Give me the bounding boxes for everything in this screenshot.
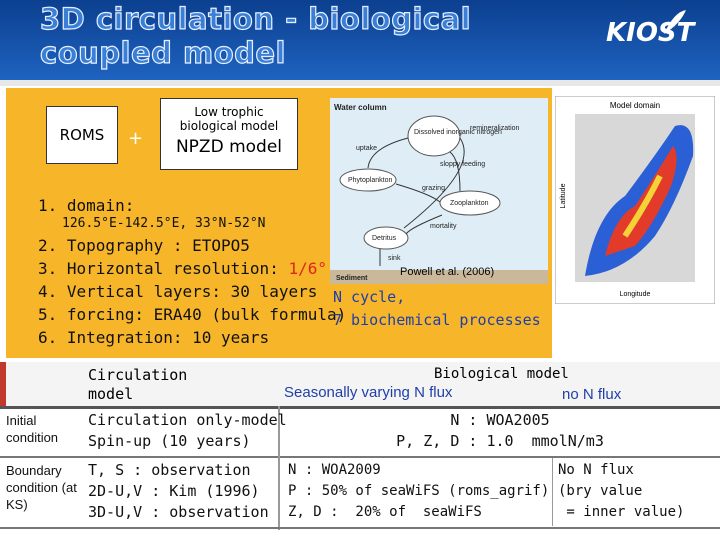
node	[339, 168, 397, 192]
diagram-label: Dissolved inorganic nitrogen	[414, 129, 502, 136]
sea-mid	[622, 174, 663, 238]
cell: Circulation only-model Spin-up (10 years)	[88, 410, 287, 452]
cell-line: Spin-up (10 years)	[88, 432, 251, 450]
ncycle: N cycle,	[333, 288, 406, 306]
node	[407, 115, 461, 157]
list-item: 1. domain:	[38, 196, 135, 215]
row-line	[0, 456, 720, 458]
list-item: 2. Topography : ETOPO5	[38, 236, 250, 255]
header-cell: no N flux	[562, 386, 622, 403]
map: Model domain Longitude Latitude	[555, 96, 715, 304]
map-xlabel: Longitude	[620, 291, 651, 298]
cell-line: (bry value	[558, 483, 643, 499]
cell: N : WOA2009 P : 50% of seaWiFS (roms_agri…	[288, 460, 549, 523]
header-band	[0, 0, 720, 80]
col-line	[278, 406, 280, 530]
diagram-label: Phytoplankton	[348, 177, 392, 184]
npzd-diagram: Water column Dissolved inorganic nitroge…	[330, 98, 548, 284]
diagram-label: Detritus	[372, 235, 397, 242]
cell-line: 3D-U,V : observation	[88, 503, 269, 521]
cell-line: N : WOA2009	[288, 462, 381, 478]
diagram-label: uptake	[356, 145, 377, 152]
bio-large: NPZD model	[175, 137, 283, 157]
map-title: Model domain	[610, 101, 660, 110]
bio-box: Low trophic biological model NPZD model	[160, 98, 298, 170]
sea-deep	[605, 146, 677, 256]
divider	[0, 80, 720, 86]
list-text: 3. Horizontal resolution:	[38, 259, 289, 278]
diagram-label: grazing	[422, 185, 445, 192]
list-item: 126.5°E-142.5°E, 33°N-52°N	[62, 216, 266, 231]
cell-line: P : 50% of seaWiFS (roms_agrif)	[288, 483, 550, 499]
ncycle: 7 biochemical processes	[333, 311, 541, 329]
row-label: Boundary condition (at KS)	[6, 463, 77, 512]
header-cell: Biological model	[434, 366, 569, 382]
sediment-band	[330, 270, 548, 284]
cell-line: Circulation only-model	[88, 411, 287, 429]
diagram-label: sloppy feeding	[440, 161, 485, 168]
diagram-label: mortality	[430, 223, 457, 230]
list-highlight: 1/6°	[288, 259, 327, 278]
list-item: 3. Horizontal resolution: 1/6°	[38, 259, 327, 278]
row-label: Initial condition	[6, 413, 59, 445]
col-line	[552, 458, 553, 526]
diagram-label: Zooplankton	[450, 200, 489, 207]
cell: No N flux (bry value = inner value)	[558, 460, 684, 523]
table-header	[0, 362, 720, 409]
node	[439, 190, 501, 216]
cell: T, S : observation 2D-U,V : Kim (1996) 3D-…	[88, 460, 269, 523]
node	[363, 226, 409, 250]
arrow	[367, 137, 465, 266]
roms-box: ROMS	[46, 106, 118, 164]
diagram-label: remineralization	[470, 125, 520, 132]
title: 3D circulation - biological	[39, 1, 472, 36]
list-item: 4. Vertical layers: 30 layers	[38, 282, 318, 301]
citation: Powell et al. (2006)	[400, 266, 495, 278]
cell-line: No N flux	[558, 462, 634, 478]
plus: +	[128, 128, 144, 149]
cell-line: 2D-U,V : Kim (1996)	[88, 482, 260, 500]
list-item: 6. Integration: 10 years	[38, 328, 270, 347]
bio-small: Low trophic biological model	[179, 105, 279, 133]
accent	[0, 362, 6, 406]
cell: N : WOA2005 P, Z, D : 1.0 mmolN/m3	[280, 410, 720, 452]
title: coupled model	[39, 35, 286, 70]
list-item: 5. forcing: ERA40 (bulk formula)	[38, 305, 347, 324]
cell-line: P, Z, D : 1.0 mmolN/m3	[396, 432, 604, 450]
diagram-label: Sediment	[336, 275, 368, 282]
diagram-label: sink	[388, 255, 401, 262]
row-line	[0, 527, 720, 529]
logo-mark	[664, 10, 686, 34]
cell-line: = inner value)	[558, 504, 685, 520]
header-cell: Seasonally varying N flux	[284, 384, 453, 401]
map-ylabel: Latitude	[560, 183, 567, 208]
cell-line: T, S : observation	[88, 461, 251, 479]
cell-line: Z, D : 20% of seaWiFS	[288, 504, 482, 520]
logo: KIOST	[606, 18, 695, 48]
diagram-label: Water column	[334, 103, 387, 112]
cell-line: N : WOA2005	[450, 411, 550, 429]
header-cell: Circulation model	[88, 366, 188, 403]
